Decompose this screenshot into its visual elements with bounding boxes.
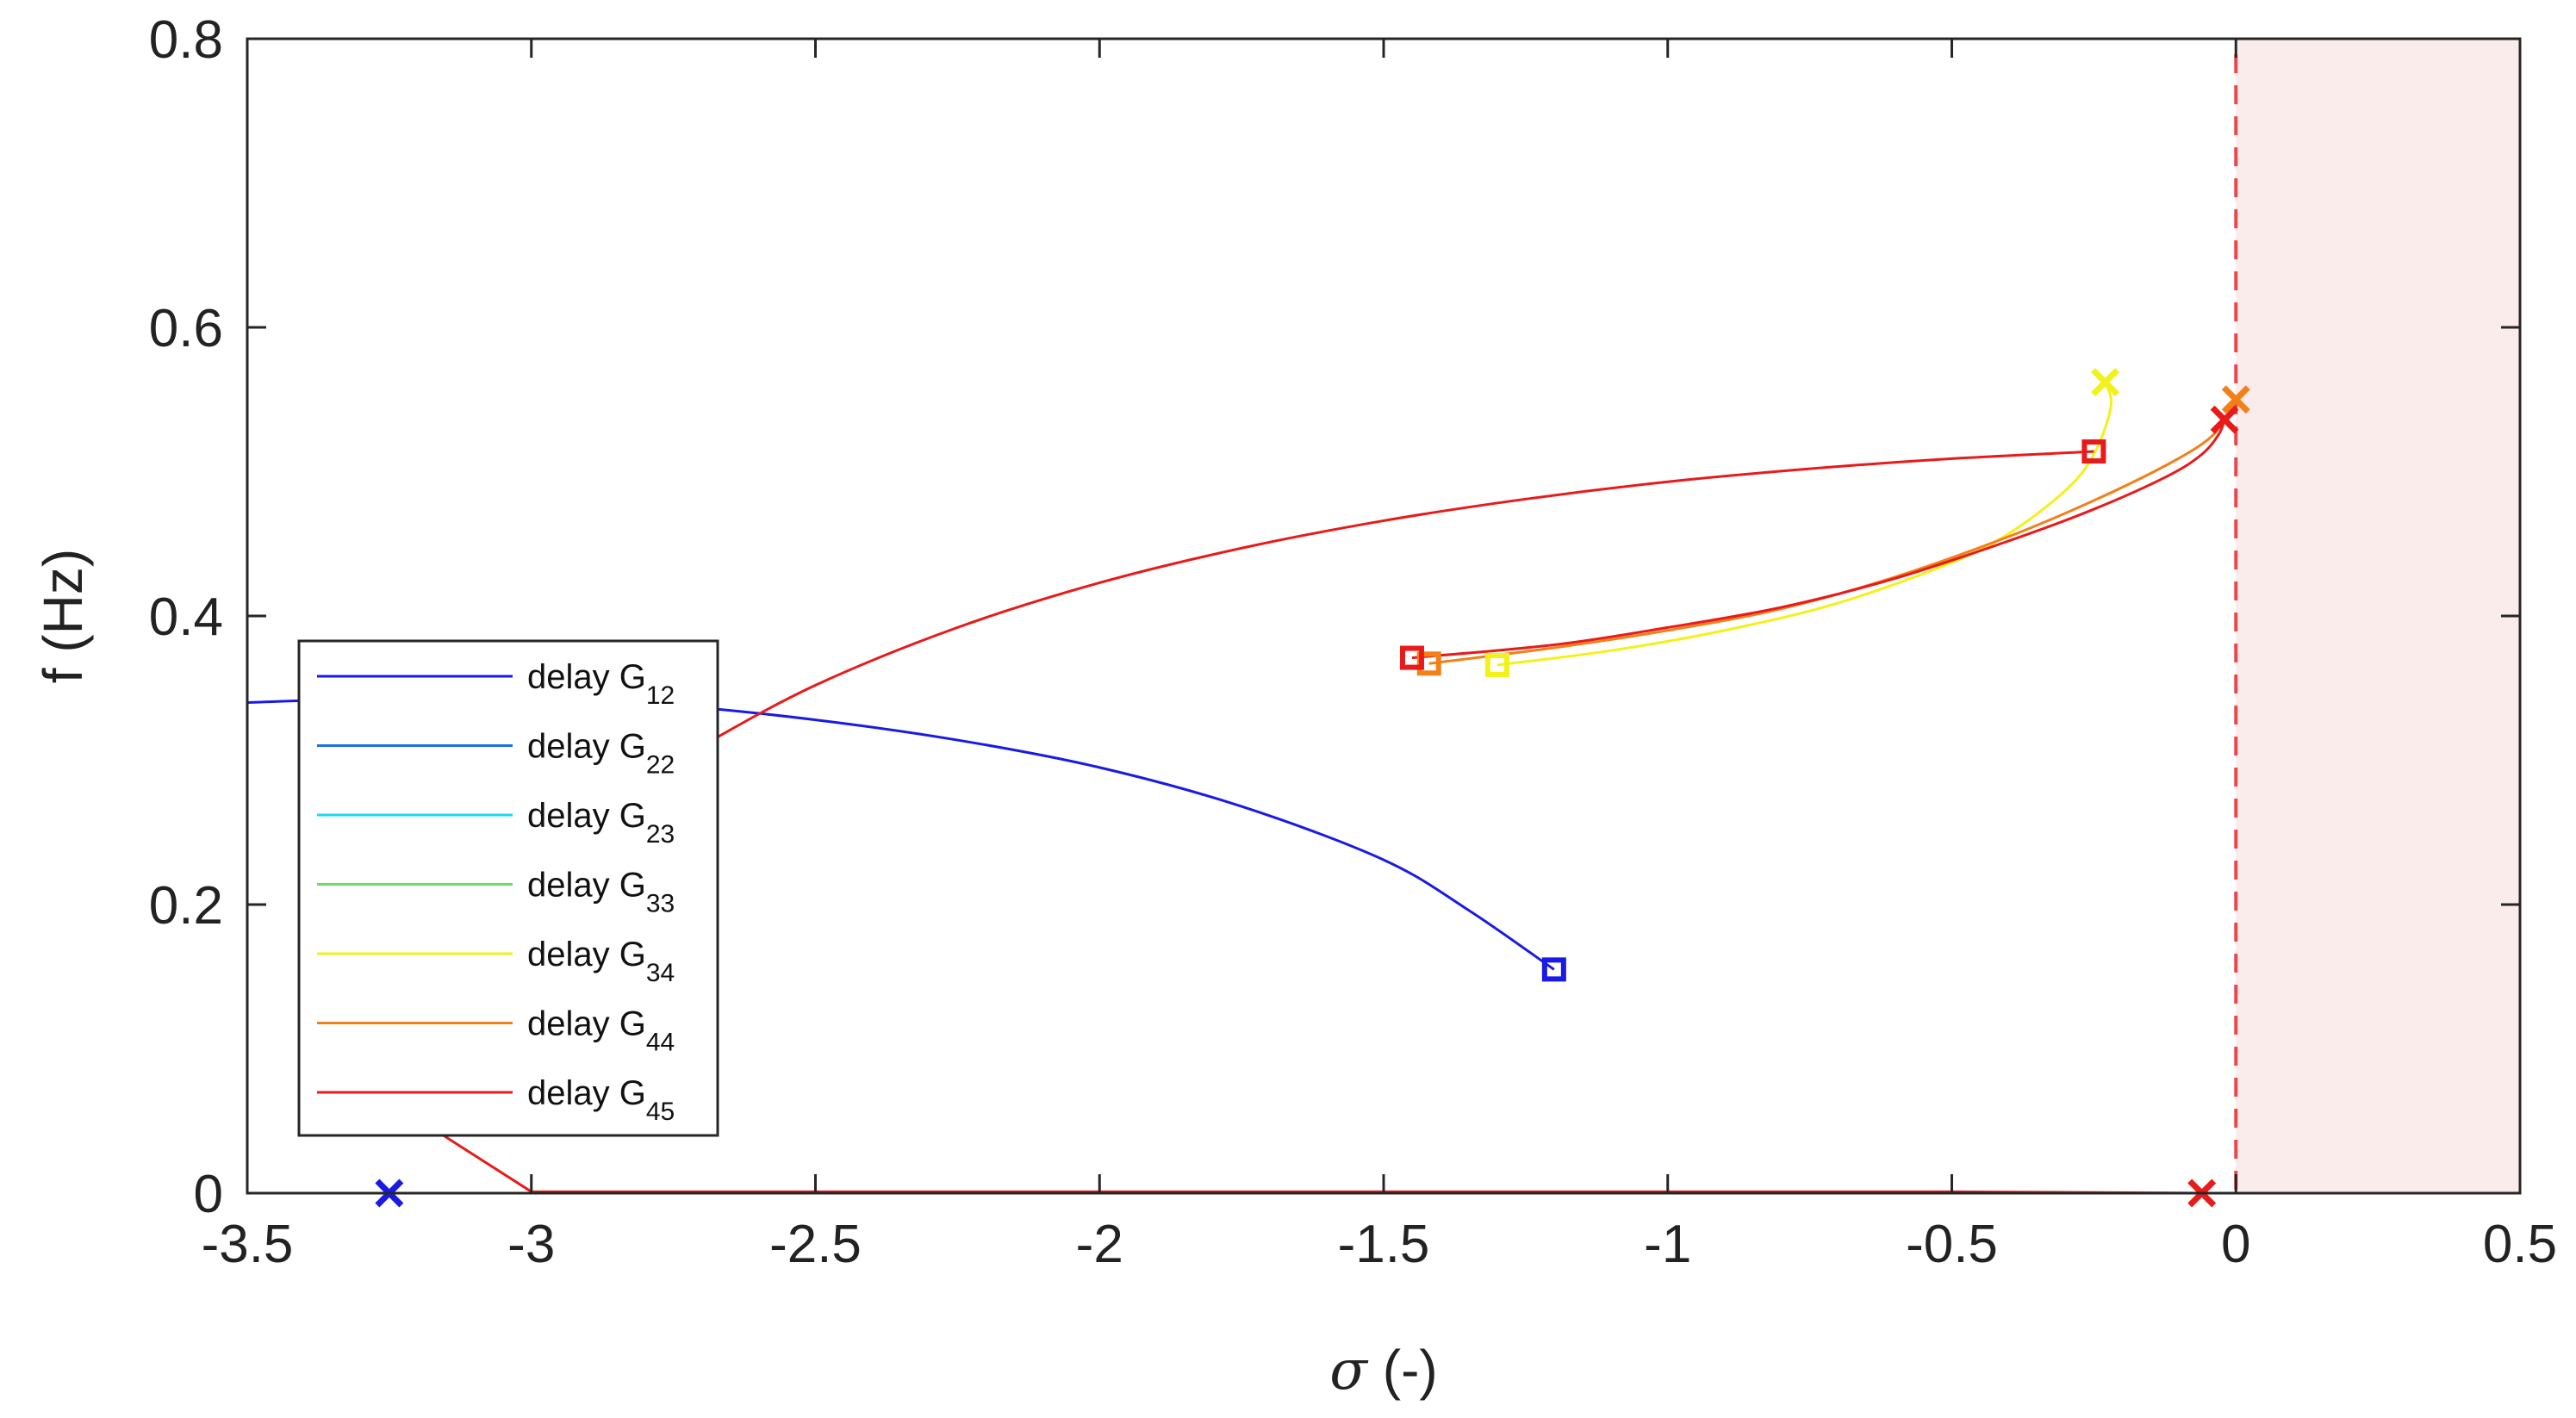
x-tick-label: 0.5 (2483, 1215, 2557, 1274)
y-axis-label: f (Hz) (32, 549, 94, 683)
legend-box (297, 639, 719, 1137)
legend-label-G23: delay G23 (527, 797, 675, 849)
x-tick-label: -2.5 (769, 1215, 862, 1274)
x-axis-label-symbol: σ (1329, 1339, 1369, 1402)
x-tick-label: -0.5 (1906, 1215, 1998, 1274)
y-tick-label: 0.8 (149, 10, 223, 70)
series-line-G45 (1411, 419, 2226, 660)
x-axis-label-unit: (-) (1367, 1339, 1438, 1401)
y-tick-label: 0.2 (149, 876, 223, 936)
start-marker-G45 (1399, 645, 1424, 670)
legend: delay G12 delay G22 delay G23 delay G33 dela… (297, 639, 719, 1137)
legend-items: delay G12 delay G22 delay G23 delay G33 dela… (317, 658, 675, 1126)
legend-label-G12: delay G12 (527, 658, 675, 710)
start-marker-G34 (1484, 652, 1509, 677)
tick-layer: -3.5 -3 -2.5 -2 -1.5 -1 -0.5 0 0.5 0 0.2 0.4 0.6 0.8 (149, 10, 2557, 1274)
branch-start-marker-G45 (2081, 439, 2106, 464)
x-axis-label: σ (-) (1329, 1339, 1437, 1402)
start-marker-G12 (1541, 957, 1566, 982)
legend-label-G45: delay G45 (527, 1074, 675, 1126)
legend-label-G44: delay G44 (527, 1005, 675, 1057)
end-marker-G34 (2091, 368, 2120, 397)
y-tick-label: 0 (194, 1165, 223, 1224)
unstable-region (2236, 39, 2520, 1193)
y-tick-label: 0.6 (149, 299, 223, 358)
legend-label-G33: delay G33 (527, 867, 675, 918)
x-tick-label: -2 (1076, 1215, 1123, 1274)
y-tick-label: 0.4 (149, 588, 223, 647)
x-tick-label: -3 (507, 1215, 555, 1274)
end-marker-G44 (2221, 385, 2250, 414)
series-line-G44 (1428, 399, 2237, 665)
legend-label-G22: delay G22 (527, 728, 675, 780)
x-tick-label: 0 (2221, 1215, 2250, 1274)
end-marker-G45 (2210, 405, 2239, 434)
x-tick-label: -1 (1644, 1215, 1691, 1274)
series-line-G34 (1496, 382, 2113, 667)
x-tick-label: -3.5 (202, 1215, 294, 1274)
x-tick-label: -1.5 (1338, 1215, 1430, 1274)
legend-label-G34: delay G34 (527, 936, 675, 987)
series-branch-G45 (644, 450, 2094, 781)
